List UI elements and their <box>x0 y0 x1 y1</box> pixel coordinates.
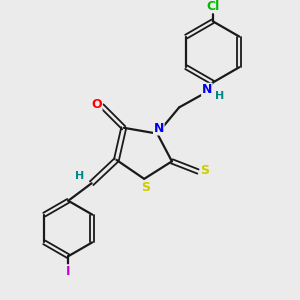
Text: I: I <box>66 265 70 278</box>
Text: S: S <box>141 181 150 194</box>
Text: H: H <box>215 91 225 101</box>
Text: Cl: Cl <box>206 0 219 13</box>
Text: H: H <box>75 171 84 181</box>
Text: N: N <box>202 83 212 96</box>
Text: S: S <box>200 164 209 178</box>
Text: N: N <box>154 122 164 135</box>
Text: O: O <box>91 98 102 111</box>
